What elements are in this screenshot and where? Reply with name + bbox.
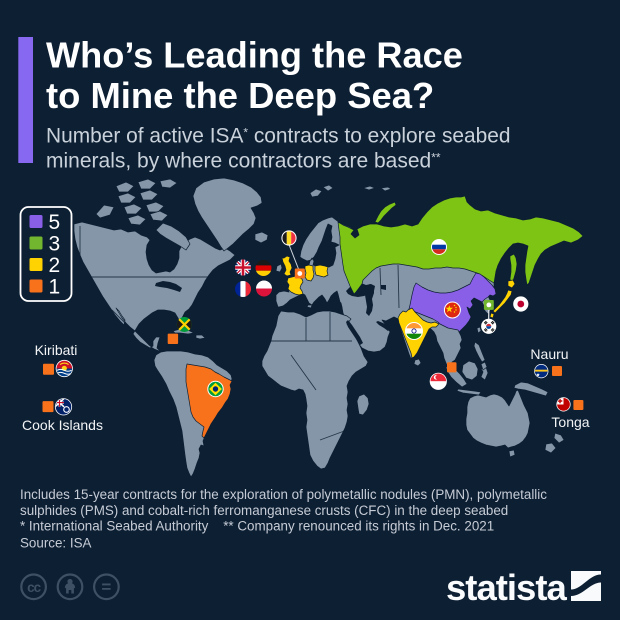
svg-text:5: 5 <box>49 211 61 234</box>
svg-text:Nauru: Nauru <box>530 346 568 362</box>
svg-text:Who’s Leading the Race: Who’s Leading the Race <box>46 35 463 76</box>
svg-text:Includes 15-year contracts for: Includes 15-year contracts for the explo… <box>20 487 547 502</box>
svg-text:Tonga: Tonga <box>551 414 589 430</box>
svg-text:minerals, by where contractors: minerals, by where contractors are based… <box>46 150 441 173</box>
svg-text:Source: ISA: Source: ISA <box>20 536 92 551</box>
svg-text:sulphides (PMS) and cobalt-ric: sulphides (PMS) and cobalt-rich ferroman… <box>20 503 508 518</box>
svg-text:=: = <box>101 578 111 597</box>
svg-text:1: 1 <box>49 276 61 299</box>
svg-text:Cook Islands: Cook Islands <box>22 417 103 433</box>
svg-text:Number of active ISA* contract: Number of active ISA* contracts to explo… <box>46 125 511 148</box>
svg-text:to Mine the Deep Sea?: to Mine the Deep Sea? <box>46 75 434 116</box>
svg-text:statista: statista <box>446 567 568 608</box>
svg-text:* International Seabed Authori: * International Seabed Authority ** Comp… <box>20 519 494 534</box>
svg-text:cc: cc <box>27 580 42 595</box>
svg-text:2: 2 <box>49 254 61 277</box>
svg-text:3: 3 <box>49 233 61 256</box>
svg-text:Kiribati: Kiribati <box>35 342 78 358</box>
